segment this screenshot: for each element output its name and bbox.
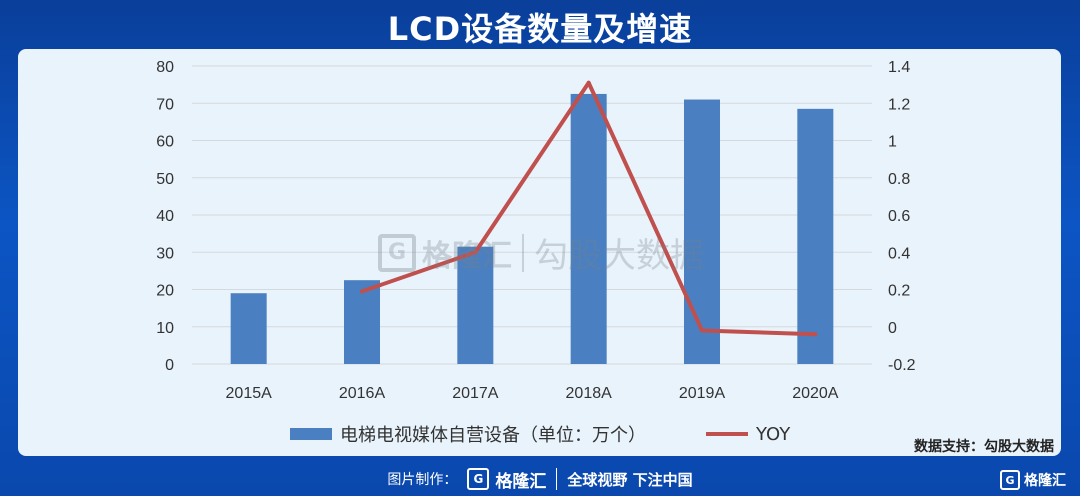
yoy-point [700, 328, 704, 333]
watermark: G 格隆汇 勾股大数据 [378, 228, 704, 277]
bar [457, 246, 494, 364]
y2-tick-label: -0.2 [888, 357, 916, 374]
watermark-logo-icon: G [378, 233, 416, 272]
legend-bar-swatch [290, 428, 332, 440]
bar [230, 293, 267, 364]
bar [344, 280, 380, 364]
yoy-point [813, 332, 818, 337]
yoy-point [586, 80, 591, 85]
y2-tick-label: 1 [888, 134, 897, 151]
watermark-divider [522, 233, 524, 272]
y-tick-label: 50 [156, 171, 174, 188]
watermark-brand: 格隆汇 [422, 238, 512, 274]
y2-tick-label: 0.8 [888, 171, 910, 188]
y-tick-label: 80 [156, 59, 174, 76]
y-tick-label: 0 [165, 357, 174, 374]
chart-svg: 0 10 20 30 40 50 60 70 80 -0.2 0 0.2 0.4 0.6 0.8 1 1.2 1.… [156, 59, 916, 402]
legend-line-swatch [706, 432, 748, 436]
y-tick-label: 20 [156, 283, 174, 300]
footer-slogan: 全球视野 下注中国 [567, 470, 693, 489]
yoy-point [473, 250, 478, 255]
bar [684, 99, 720, 365]
bar [570, 93, 607, 364]
y-tick-label: 40 [156, 208, 174, 225]
footer-logo-icon: G [467, 468, 490, 490]
x-tick-label: 2016A [339, 385, 386, 402]
corner-logo-icon: G [1000, 470, 1020, 490]
y-tick-label: 10 [156, 320, 174, 337]
footer-made-by: 图片制作： [387, 472, 458, 488]
footer-divider [556, 468, 558, 490]
y2-tick-label: 0.6 [888, 208, 910, 225]
y-tick-label: 70 [156, 96, 174, 113]
footer: 图片制作： G 格隆汇 全球视野 下注中国 [0, 462, 1080, 496]
y2-tick-label: 1.2 [888, 96, 910, 113]
yoy-point [360, 289, 364, 294]
x-tick-label: 2019A [679, 385, 726, 402]
source-note: 数据支持：勾股大数据 [914, 439, 1054, 455]
y2-tick-label: 1.4 [888, 59, 910, 76]
footer-brand: 格隆汇 [495, 471, 547, 492]
x-tick-label: 2017A [452, 385, 499, 402]
corner-brand: G 格隆汇 [1000, 470, 1066, 490]
chart-legend: 电梯电视媒体自营设备（单位：万个） YOY [290, 422, 790, 446]
y2-tick-label: 0 [888, 320, 897, 337]
corner-brand-text: 格隆汇 [1024, 473, 1066, 489]
y2-tick-label: 0.2 [888, 283, 910, 300]
y2-tick-label: 0.4 [888, 245, 910, 262]
chart-title: LCD设备数量及增速 [387, 10, 693, 48]
x-tick-label: 2018A [566, 385, 613, 402]
y-tick-label: 30 [156, 245, 174, 262]
x-tick-label: 2020A [792, 385, 839, 402]
chart-panel: 0 10 20 30 40 50 60 70 80 -0.2 0 0.2 0.4 0.6 0.8 1 1.2 1.… [18, 49, 1061, 456]
x-tick-label: 2015A [226, 385, 273, 402]
legend-line-label: YOY [756, 423, 791, 445]
y-tick-label: 60 [156, 134, 174, 151]
legend-bar-label: 电梯电视媒体自营设备（单位：万个） [340, 425, 646, 446]
bar [797, 108, 834, 365]
watermark-text: 勾股大数据 [534, 236, 704, 276]
